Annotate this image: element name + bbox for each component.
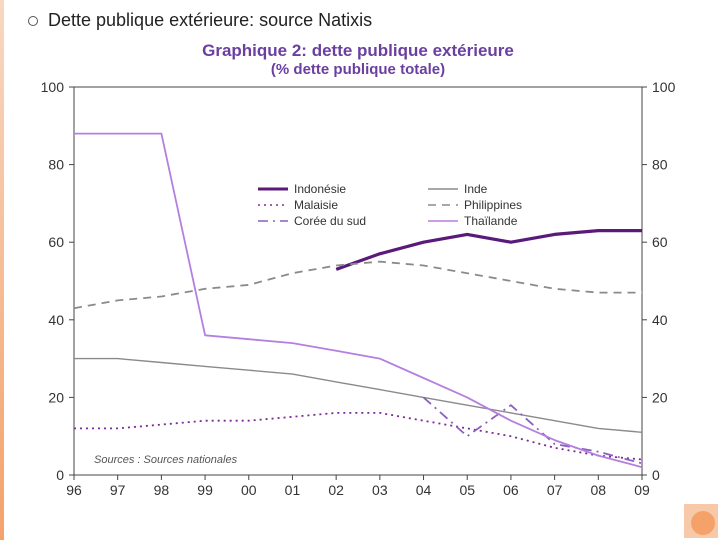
series-Thaïlande (74, 134, 642, 468)
svg-text:60: 60 (48, 235, 64, 251)
corner-decoration (684, 504, 718, 538)
svg-text:Philippines: Philippines (464, 198, 522, 212)
svg-text:40: 40 (48, 312, 64, 328)
chart-svg: 0020204040606080801001009697989900010203… (18, 79, 698, 509)
svg-text:Corée du sud: Corée du sud (294, 214, 366, 228)
svg-text:60: 60 (652, 235, 668, 251)
svg-text:99: 99 (197, 482, 213, 498)
svg-text:100: 100 (41, 79, 65, 95)
left-accent-bar (0, 0, 4, 540)
series-Indonésie (336, 231, 642, 270)
svg-text:Inde: Inde (464, 182, 488, 196)
svg-text:Thaïlande: Thaïlande (464, 214, 518, 228)
svg-text:09: 09 (634, 482, 650, 498)
series-Malaisie (74, 413, 642, 460)
slide-page: Dette publique extérieure: source Natixi… (0, 0, 720, 540)
chart-title-line1: Graphique 2: dette publique extérieure (18, 41, 698, 61)
svg-text:98: 98 (154, 482, 170, 498)
series-Inde (74, 359, 642, 433)
bullet-text: Dette publique extérieure: source Natixi… (48, 10, 372, 31)
svg-text:97: 97 (110, 482, 126, 498)
svg-text:03: 03 (372, 482, 388, 498)
chart-container: Graphique 2: dette publique extérieure (… (18, 41, 698, 511)
svg-text:80: 80 (652, 157, 668, 173)
svg-text:40: 40 (652, 312, 668, 328)
svg-text:Indonésie: Indonésie (294, 182, 346, 196)
svg-text:0: 0 (56, 467, 64, 483)
svg-text:02: 02 (328, 482, 344, 498)
svg-text:Malaisie: Malaisie (294, 198, 338, 212)
svg-text:96: 96 (66, 482, 82, 498)
svg-text:20: 20 (48, 390, 64, 406)
svg-text:07: 07 (547, 482, 563, 498)
svg-text:00: 00 (241, 482, 257, 498)
svg-text:08: 08 (591, 482, 607, 498)
bullet-icon (28, 16, 38, 26)
svg-text:20: 20 (652, 390, 668, 406)
svg-text:06: 06 (503, 482, 519, 498)
svg-text:80: 80 (48, 157, 64, 173)
series-Philippines (74, 262, 642, 309)
bullet-row: Dette publique extérieure: source Natixi… (28, 10, 714, 31)
svg-text:01: 01 (285, 482, 301, 498)
source-label: Sources : Sources nationales (94, 454, 238, 466)
svg-text:100: 100 (652, 79, 676, 95)
chart-title: Graphique 2: dette publique extérieure (… (18, 41, 698, 79)
chart-title-line2: (% dette publique totale) (18, 61, 698, 79)
svg-text:05: 05 (459, 482, 475, 498)
svg-text:0: 0 (652, 467, 660, 483)
svg-text:04: 04 (416, 482, 432, 498)
